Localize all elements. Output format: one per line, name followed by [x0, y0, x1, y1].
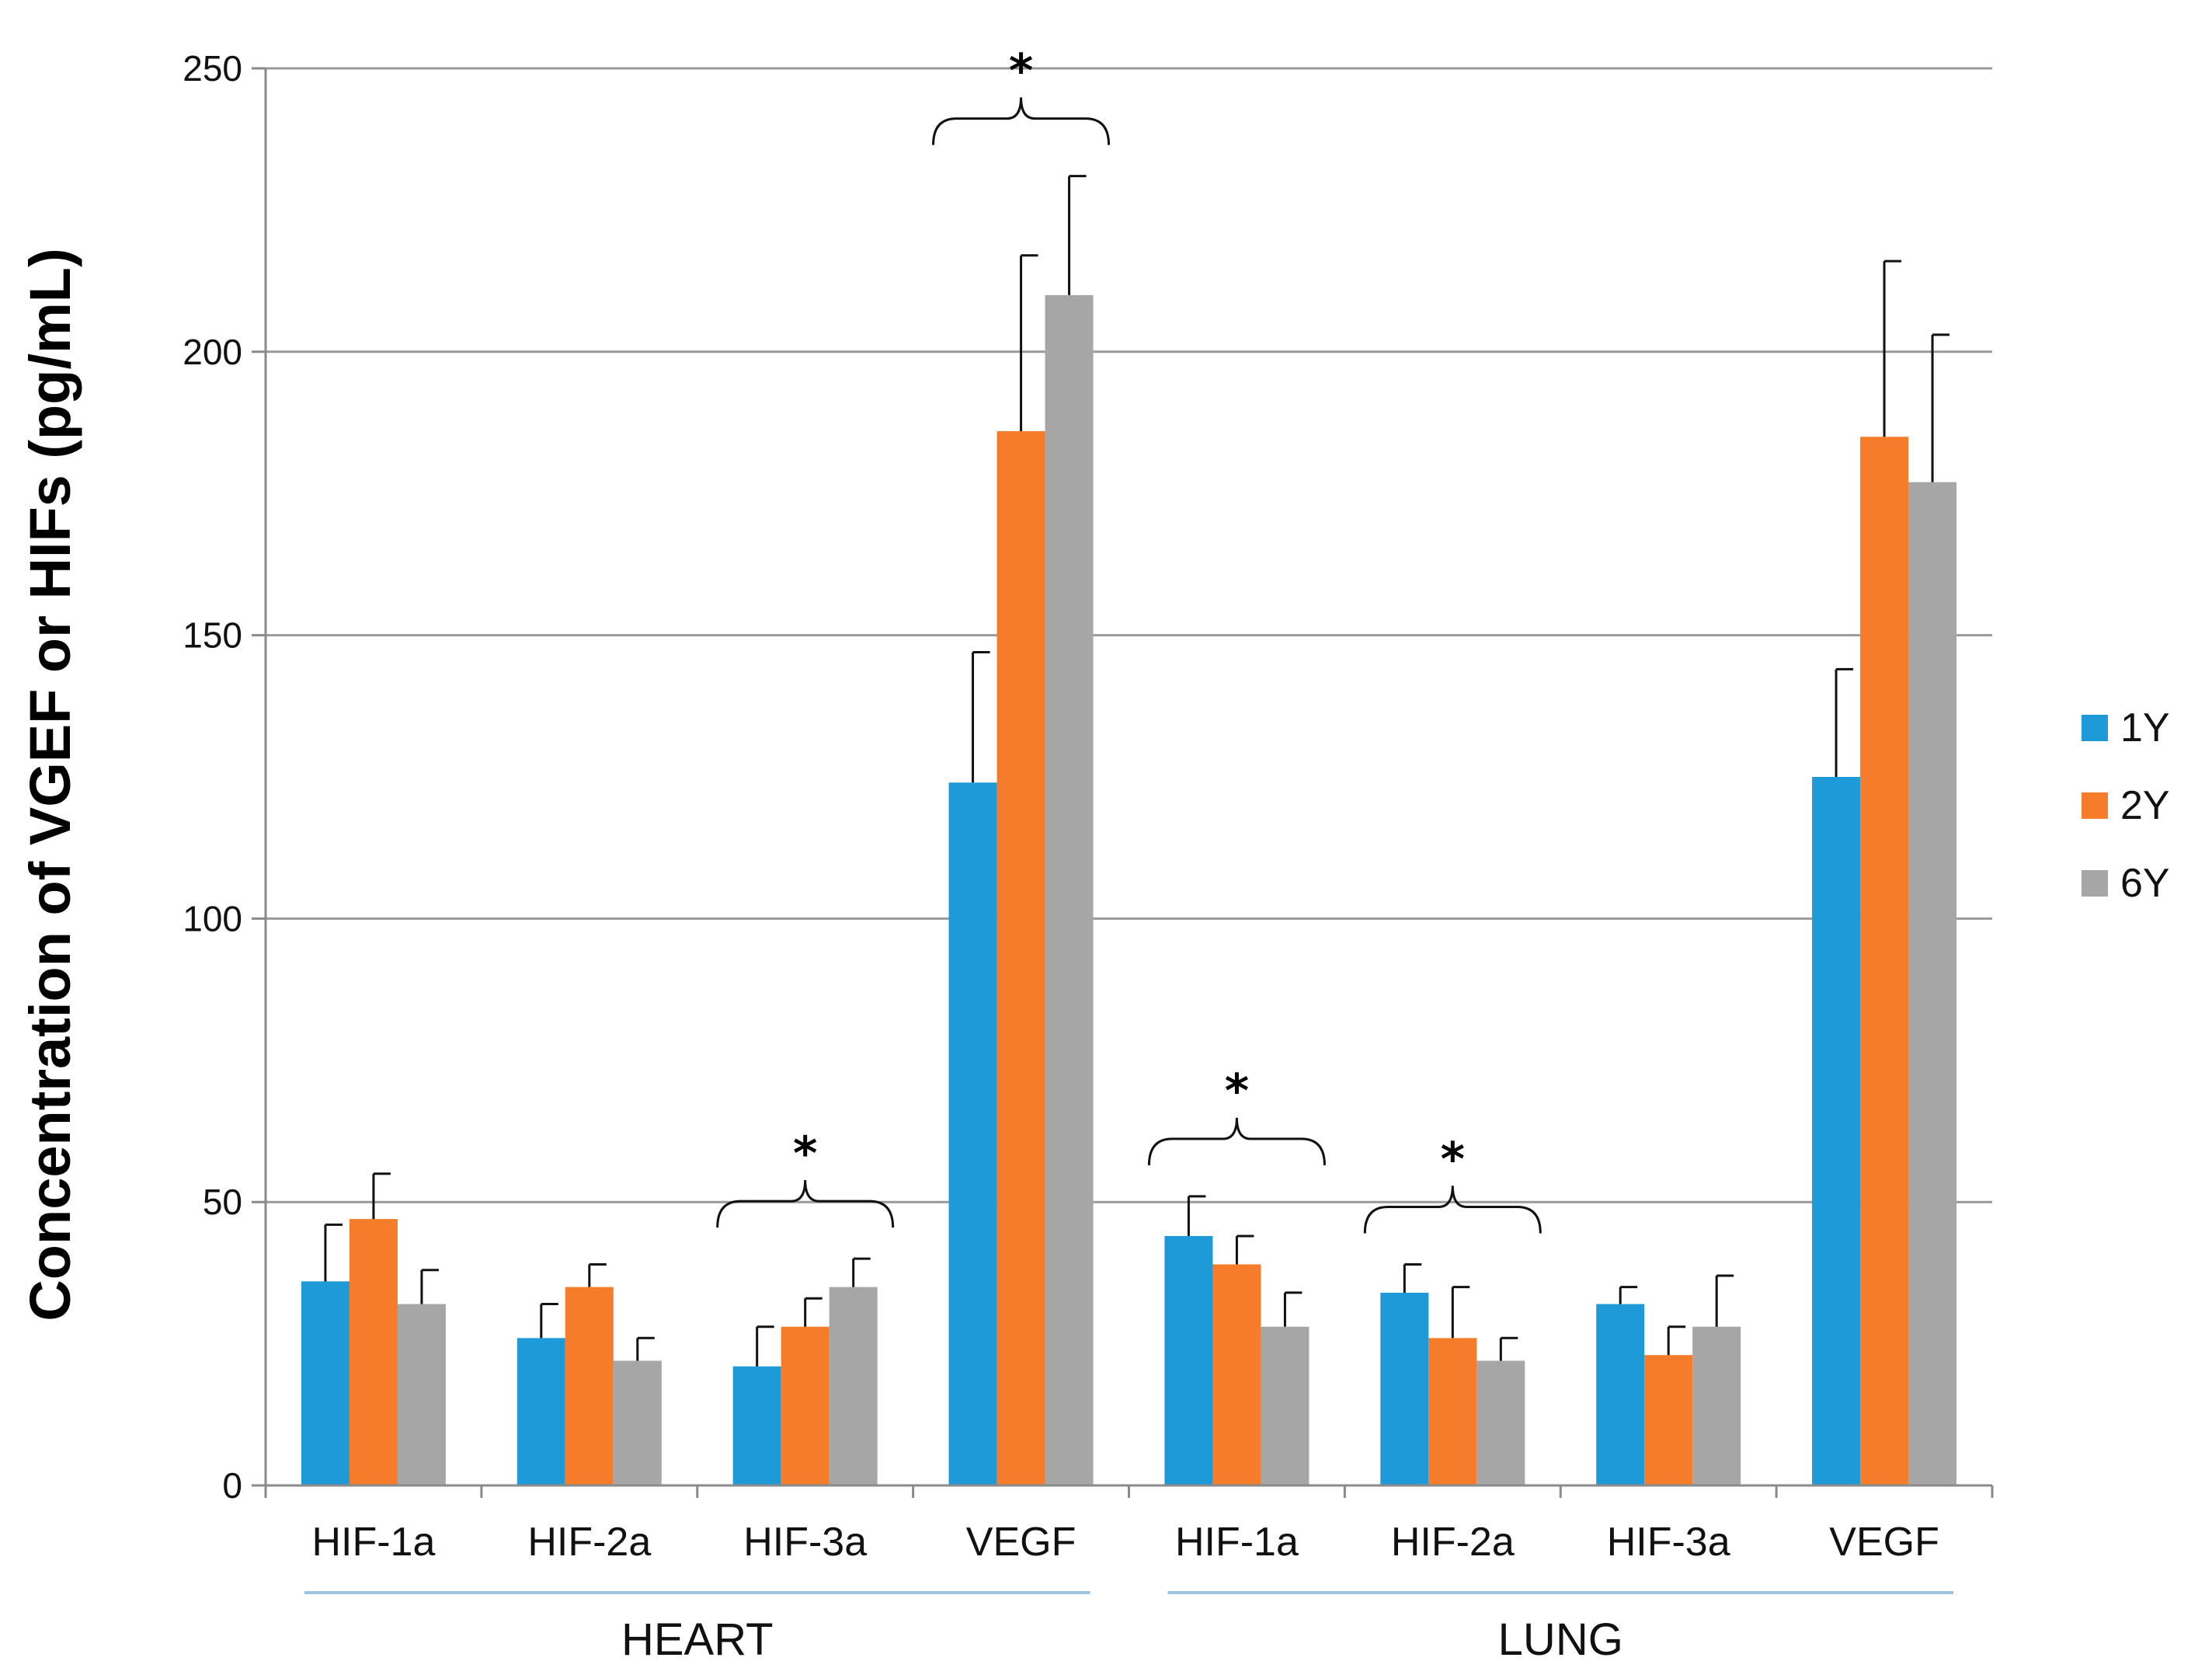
bar-6Y-4	[1261, 1326, 1309, 1485]
significance-star: *	[1225, 1064, 1249, 1119]
error-bars	[324, 175, 1950, 1367]
gridlines	[252, 67, 1992, 1487]
x-category-label: VEGF	[1829, 1520, 1939, 1565]
y-tick-label-250: 250	[183, 48, 242, 89]
significance-brace	[932, 97, 1111, 145]
bar-6Y-2	[829, 1287, 878, 1485]
bar-6Y-3	[1045, 294, 1094, 1486]
significance-brace	[716, 1179, 895, 1228]
x-category-label: HIF-3a	[1607, 1520, 1730, 1565]
x-category-label: HIF-2a	[1391, 1520, 1515, 1565]
bar-2Y-4	[1212, 1264, 1261, 1485]
bar-2Y-1	[565, 1287, 614, 1485]
bar-6Y-6	[1692, 1326, 1741, 1485]
bar-2Y-2	[781, 1326, 830, 1485]
bar-6Y-0	[397, 1304, 446, 1485]
x-category-label: VEGF	[966, 1520, 1076, 1565]
bar-1Y-7	[1812, 777, 1861, 1485]
significance-star: *	[1441, 1132, 1465, 1186]
x-category-label: HIF-1a	[1175, 1520, 1299, 1565]
y-axis-label: Concentration of VGEF or HIFs (pg/mL)	[18, 248, 82, 1321]
significance-star: *	[793, 1127, 817, 1181]
legend-label-2Y: 2Y	[2120, 783, 2170, 828]
legend: 1Y 2Y 6Y	[2082, 705, 2170, 906]
x-category-labels: HIF-1a HIF-2a HIF-3a VEGF HIF-1a HIF-2a HIF-3a…	[311, 1520, 1939, 1565]
bar-6Y-5	[1476, 1360, 1525, 1485]
x-category-label: HIF-1a	[311, 1520, 435, 1565]
group-label: LUNG	[1498, 1614, 1623, 1665]
significance-brace	[1363, 1186, 1542, 1234]
bar-6Y-1	[613, 1360, 662, 1485]
y-tick-label-150: 150	[183, 615, 242, 656]
legend-swatch-2Y	[2082, 792, 2108, 819]
x-category-label: HIF-2a	[527, 1520, 651, 1565]
group-labels: HEART LUNG	[304, 1591, 1953, 1665]
y-tick-label-50: 50	[203, 1182, 242, 1222]
y-tick-label-200: 200	[183, 332, 242, 372]
bar-1Y-2	[732, 1366, 781, 1485]
significance-brace	[1147, 1117, 1326, 1165]
y-tick-labels: 0 50 100 150 200 250	[183, 48, 242, 1506]
significance-star: *	[1009, 44, 1033, 98]
legend-label-6Y: 6Y	[2120, 861, 2170, 906]
bar-6Y-7	[1908, 482, 1957, 1486]
bar-2Y-3	[996, 430, 1045, 1485]
bar-2Y-5	[1428, 1338, 1477, 1485]
significance-annotations: * * * *	[716, 44, 1542, 1234]
bar-1Y-6	[1596, 1304, 1645, 1485]
axes	[264, 68, 1994, 1498]
legend-swatch-6Y	[2082, 870, 2108, 897]
group-label: HEART	[621, 1614, 774, 1665]
bar-2Y-6	[1644, 1355, 1693, 1485]
bar-1Y-0	[301, 1281, 350, 1485]
bar-1Y-1	[516, 1338, 565, 1485]
bars	[301, 294, 1957, 1486]
bar-1Y-4	[1164, 1235, 1213, 1485]
bar-2Y-0	[349, 1219, 398, 1485]
legend-label-1Y: 1Y	[2120, 705, 2170, 750]
y-tick-label-100: 100	[183, 898, 242, 938]
legend-swatch-1Y	[2082, 715, 2108, 741]
bar-1Y-5	[1380, 1292, 1429, 1485]
x-category-label: HIF-3a	[743, 1520, 867, 1565]
bar-2Y-7	[1860, 437, 1909, 1485]
bar-1Y-3	[948, 782, 997, 1485]
y-tick-label-0: 0	[222, 1465, 242, 1506]
